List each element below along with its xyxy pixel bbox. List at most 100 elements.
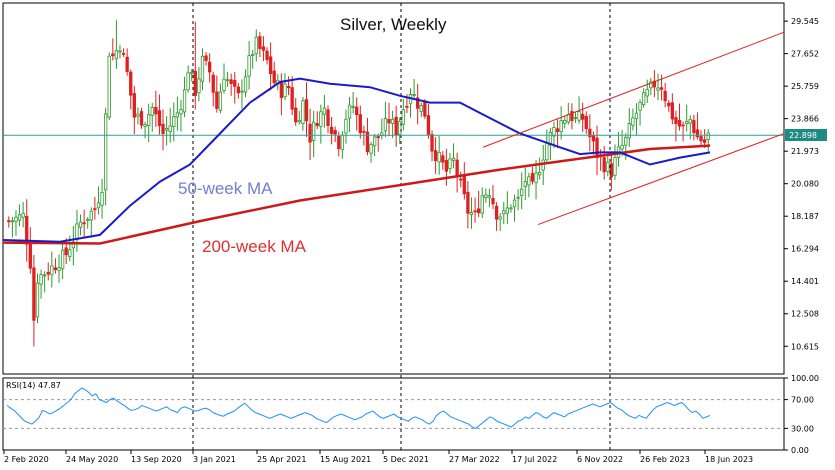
- candle: [107, 52, 111, 120]
- candle: [520, 172, 524, 210]
- candle: [516, 189, 520, 211]
- candle: [43, 271, 47, 293]
- candle: [563, 116, 567, 129]
- candle: [473, 197, 477, 223]
- candle-body: [512, 199, 517, 208]
- candle: [376, 133, 380, 152]
- candle: [157, 94, 162, 135]
- candle-body: [265, 50, 269, 61]
- candle-body: [451, 157, 456, 161]
- rsi-tick-label: 70.00: [791, 396, 814, 405]
- candle-body: [225, 79, 230, 82]
- candle: [211, 71, 215, 107]
- candle-body: [164, 128, 169, 131]
- candle-body: [150, 106, 154, 116]
- candle: [412, 78, 416, 100]
- candle-body: [240, 90, 244, 93]
- candle: [390, 110, 395, 139]
- candle-body: [254, 36, 258, 55]
- candle-body: [301, 100, 305, 124]
- x-tick-label: 2 Feb 2020: [4, 455, 49, 464]
- candle: [613, 144, 617, 180]
- candle-body: [207, 61, 212, 73]
- candle: [272, 61, 276, 87]
- candle-body: [387, 118, 391, 124]
- candle: [534, 160, 538, 200]
- candle: [437, 136, 441, 175]
- candle: [308, 108, 312, 161]
- x-tick-label: 27 Mar 2022: [449, 455, 500, 464]
- candle-body: [595, 137, 599, 159]
- candle-body: [419, 104, 423, 113]
- x-tick-label: 26 Feb 2023: [640, 455, 690, 464]
- candle-body: [641, 92, 646, 106]
- candle: [168, 108, 172, 143]
- candle: [380, 118, 384, 140]
- candle: [326, 105, 330, 134]
- candle-body: [602, 157, 606, 173]
- candle: [448, 152, 452, 174]
- candle-body: [168, 125, 172, 132]
- candle: [699, 130, 703, 146]
- candle: [258, 32, 262, 58]
- candle-body: [179, 109, 183, 115]
- candle: [527, 172, 531, 198]
- main-price-panel: 29.545 27.652 25.759 23.866 21.973 20.080 18.1…: [2, 2, 819, 450]
- candle-body: [107, 55, 111, 118]
- candle: [641, 88, 646, 108]
- candle-body: [469, 212, 474, 216]
- candle-body: [545, 142, 549, 161]
- candle: [233, 72, 237, 104]
- candle-body: [132, 93, 136, 118]
- candle: [294, 97, 298, 126]
- candle-body: [340, 134, 345, 151]
- candle: [634, 103, 639, 136]
- y-tick-label: 10.615: [791, 342, 819, 351]
- candle-body: [294, 107, 298, 123]
- candle-body: [200, 55, 205, 82]
- candle-body: [448, 158, 452, 169]
- candle: [674, 110, 678, 142]
- candle: [10, 216, 15, 238]
- candle: [243, 69, 248, 98]
- candle-body: [688, 119, 692, 124]
- candle: [114, 20, 119, 69]
- candle: [283, 73, 287, 101]
- candle: [78, 214, 83, 236]
- rsi-tick-label: 0.00: [791, 446, 809, 455]
- candle-body: [530, 173, 535, 182]
- candle-body: [376, 136, 380, 138]
- candle: [494, 202, 499, 231]
- candle: [35, 273, 40, 324]
- candle: [82, 209, 86, 238]
- candle: [530, 166, 535, 185]
- candle: [236, 83, 240, 99]
- candle-body: [39, 274, 43, 285]
- candle-body: [563, 120, 567, 124]
- candle: [197, 67, 201, 102]
- candle-body: [308, 123, 312, 143]
- candle: [685, 104, 689, 132]
- candle: [667, 100, 671, 112]
- candle-body: [365, 131, 370, 153]
- candle: [154, 90, 158, 127]
- candle: [251, 49, 255, 69]
- candle-body: [473, 210, 477, 213]
- candle-body: [222, 78, 226, 91]
- candle-body: [175, 112, 180, 118]
- candle: [652, 70, 657, 98]
- candle-body: [86, 219, 90, 222]
- candle-body: [537, 172, 542, 176]
- candle: [681, 121, 685, 142]
- candle: [75, 209, 79, 252]
- candle-body: [351, 106, 355, 108]
- candle: [186, 65, 190, 93]
- candle: [222, 63, 226, 94]
- chart-title: Silver, Weekly: [340, 15, 447, 34]
- candle-body: [258, 36, 262, 49]
- candle-body: [60, 249, 65, 270]
- candle-body: [444, 159, 449, 172]
- candle: [71, 226, 76, 266]
- candle-body: [312, 121, 316, 141]
- candle-body: [577, 111, 581, 121]
